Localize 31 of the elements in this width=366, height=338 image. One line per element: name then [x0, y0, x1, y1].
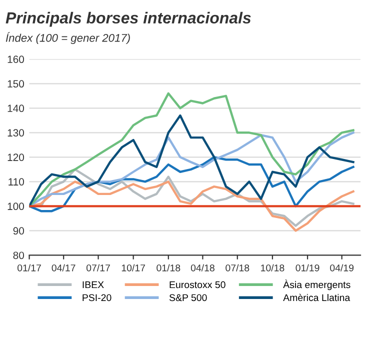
- x-tick-label: 10/18: [261, 264, 284, 272]
- line-series: [29, 92, 354, 208]
- x-tick-label: 10/17: [122, 264, 146, 272]
- chart-subtitle: Índex (100 = gener 2017): [6, 32, 130, 44]
- y-tick-label: 130: [8, 129, 24, 137]
- line-series: [29, 132, 354, 208]
- line-series: [29, 156, 354, 212]
- x-tick-label: 04/17: [52, 264, 76, 272]
- legend-label: IBEX: [82, 281, 104, 288]
- x-tick-label: 04/18: [190, 264, 214, 272]
- y-tick-label: 140: [8, 104, 24, 112]
- y-tick-label: 100: [8, 202, 24, 210]
- y-tick-label: 150: [8, 80, 24, 88]
- legend-label: PSI-20: [82, 294, 112, 302]
- legend-label: Eurostoxx 50: [170, 281, 226, 288]
- chart-title: Principals borses internacionals: [6, 12, 251, 27]
- y-tick-label: 110: [8, 178, 24, 186]
- legend-label: S&P 500: [169, 294, 207, 302]
- y-tick-label: 90: [13, 227, 24, 235]
- legend-label: Àsia emergents: [283, 280, 350, 290]
- y-tick-label: 80: [13, 252, 24, 260]
- y-tick-label: 160: [8, 56, 24, 64]
- legend-label: Amèrica Llatina: [283, 294, 350, 302]
- x-tick-label: 04/19: [330, 264, 354, 272]
- x-tick-label: 01/19: [296, 264, 320, 272]
- x-tick-label: 07/18: [226, 264, 250, 272]
- x-tick-label: 07/17: [86, 264, 110, 272]
- x-tick-label: 01/17: [17, 264, 41, 272]
- y-tick-label: 120: [8, 154, 24, 162]
- x-tick-label: 01/18: [156, 264, 180, 272]
- line-series: [29, 114, 354, 208]
